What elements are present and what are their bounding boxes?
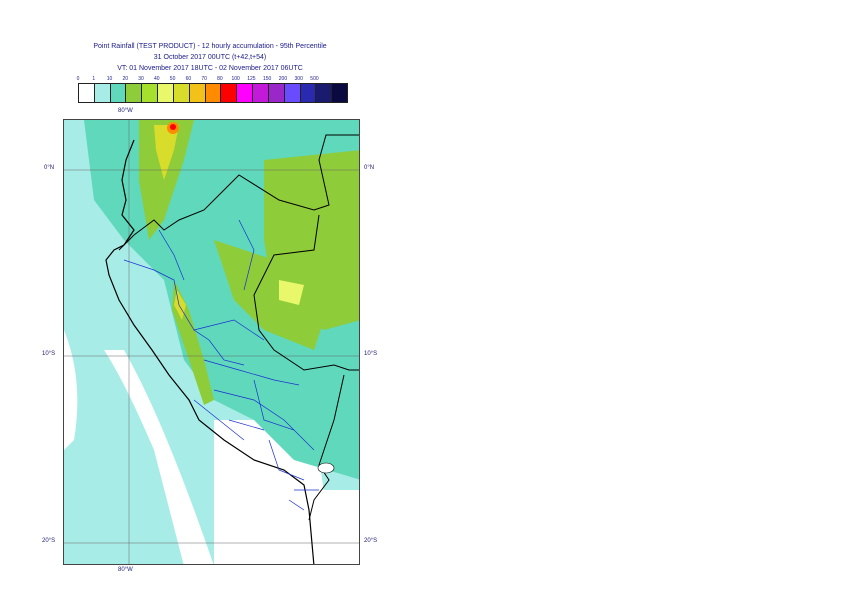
legend-swatch [158, 84, 174, 102]
precip-green-center [214, 240, 324, 350]
precip-yellow-core [279, 280, 304, 305]
regional-boundaries [123, 219, 319, 511]
lat-label-left-0: 0°N [44, 165, 55, 171]
legend-tick-label: 30 [138, 76, 144, 82]
map-title: Point Rainfall (TEST PRODUCT) - 12 hourl… [93, 43, 327, 50]
legend-swatch [237, 84, 254, 102]
legend-tick-label: 300 [294, 76, 303, 82]
legend-swatch [189, 84, 206, 102]
legend-swatch [110, 84, 127, 102]
precip-yellow-north [154, 125, 179, 180]
legend-tick-label: 20 [122, 76, 129, 82]
dry-area-1 [104, 350, 214, 564]
lat-label-right-0: 0°N [364, 165, 375, 171]
rainfall-map [63, 119, 360, 565]
legend-tick-label: 0 [76, 76, 80, 82]
lon-label-bottom: 80°W [118, 567, 133, 573]
legend-tick-label: 125 [247, 76, 256, 82]
precip-green-north [139, 120, 194, 240]
color-legend [78, 83, 348, 103]
legend-tick-label: 10 [106, 76, 113, 82]
legend-swatch [300, 84, 317, 102]
border-ecuador-peru [118, 134, 359, 251]
map-canvas [64, 120, 359, 564]
lon-label-top: 80°W [118, 108, 133, 114]
lat-label-left-10s: 10°S [42, 351, 56, 357]
lat-label-right-20s: 20°S [364, 538, 378, 544]
legend-swatch [253, 84, 269, 102]
legend-tick-label: 80 [217, 76, 223, 82]
legend-swatch [126, 84, 143, 102]
border-peru-brazil [253, 214, 359, 371]
legend-swatch [173, 84, 190, 102]
legend-tick-label: 150 [263, 76, 272, 82]
legend-swatch [284, 84, 301, 102]
legend-tick-label: 50 [169, 76, 176, 82]
map-subtitle-run: 31 October 2017 00UTC (t+42,t+54) [153, 54, 267, 61]
legend-swatch [142, 84, 159, 102]
precip-yellow-coast [174, 290, 186, 320]
legend-swatch [332, 84, 348, 102]
dry-area-3 [64, 330, 78, 450]
lake-titicaca [317, 462, 335, 474]
legend-swatch [221, 84, 238, 102]
lat-label-left-20s: 20°S [42, 538, 56, 544]
legend-swatch [94, 84, 111, 102]
legend-swatch [316, 84, 333, 102]
legend-swatch [205, 84, 222, 102]
legend-tick-label: 60 [185, 76, 192, 82]
legend-swatch [268, 84, 285, 102]
coastline [105, 139, 315, 564]
precip-max-red [170, 124, 176, 130]
legend-tick-label: 1 [92, 76, 96, 82]
legend-tick-label: 500 [310, 76, 319, 82]
legend-tick-label: 200 [278, 76, 288, 82]
legend-tick-label: 70 [201, 76, 207, 82]
legend-tick-label: 40 [154, 76, 160, 82]
border-peru-bolivia [308, 374, 345, 521]
lat-label-right-10s: 10°S [364, 351, 378, 357]
legend-tick-label: 100 [231, 76, 240, 82]
legend-swatch [79, 84, 95, 102]
map-subtitle-validity: VT: 01 November 2017 18UTC - 02 November… [117, 65, 303, 72]
